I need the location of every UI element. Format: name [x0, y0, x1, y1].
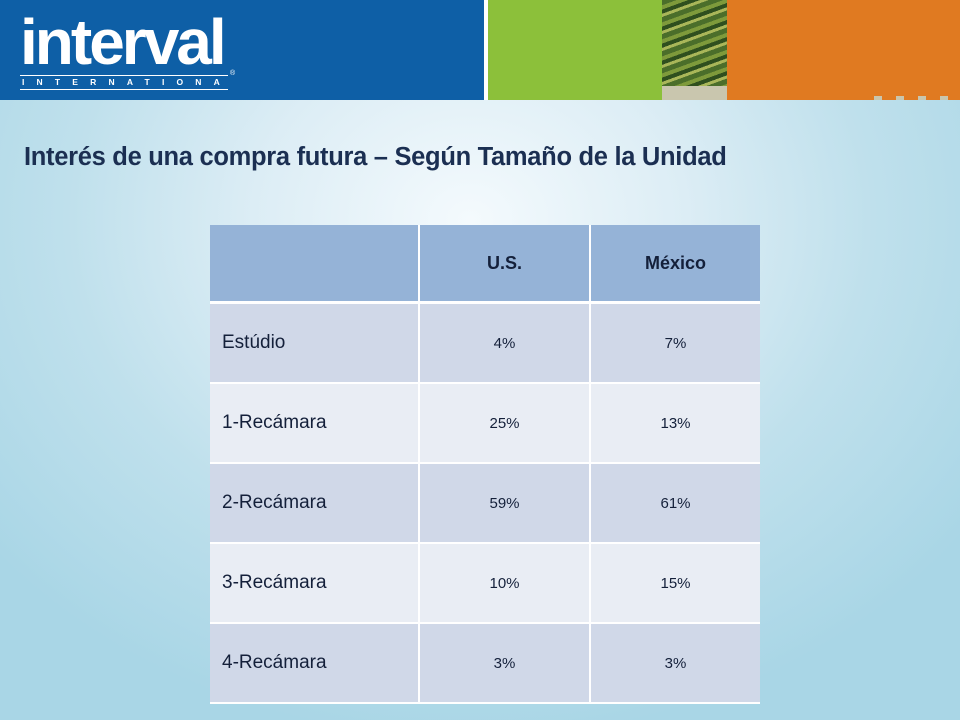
unit-size-table: U.S. México Estúdio 4% 7% 1-Recámara 25%…: [210, 225, 760, 704]
cell-us: 4%: [419, 302, 591, 384]
cell-mexico: 7%: [590, 302, 760, 384]
row-label: Estúdio: [210, 302, 420, 384]
interval-logo: interval INTERNATIONAL ®: [20, 6, 235, 90]
header-orange-decoration: [860, 96, 960, 100]
table-row: 4-Recámara 3% 3%: [210, 623, 760, 704]
row-label: 1-Recámara: [210, 383, 420, 464]
header-cell-us: U.S.: [419, 225, 591, 304]
cell-mexico: 3%: [590, 623, 760, 704]
cell-mexico: 15%: [590, 543, 760, 624]
logo-subtitle: INTERNATIONAL: [20, 75, 228, 90]
header-blue-band: [0, 0, 484, 100]
table-header-row: U.S. México: [210, 225, 760, 304]
row-label: 4-Recámara: [210, 623, 420, 704]
header-cell-empty: [210, 225, 420, 304]
cell-us: 10%: [419, 543, 591, 624]
cell-us: 59%: [419, 463, 591, 544]
table-row: 2-Recámara 59% 61%: [210, 463, 760, 544]
header-photo-strip: [662, 0, 728, 100]
cell-us: 3%: [419, 623, 591, 704]
header-cell-mexico: México: [590, 225, 760, 304]
header-orange-band: [727, 0, 960, 100]
cell-mexico: 13%: [590, 383, 760, 464]
table-row: Estúdio 4% 7%: [210, 302, 760, 384]
row-label: 3-Recámara: [210, 543, 420, 624]
slide-title: Interés de una compra futura – Según Tam…: [24, 143, 727, 171]
table-row: 1-Recámara 25% 13%: [210, 383, 760, 464]
cell-us: 25%: [419, 383, 591, 464]
cell-mexico: 61%: [590, 463, 760, 544]
row-label: 2-Recámara: [210, 463, 420, 544]
logo-registered-mark: ®: [230, 70, 236, 77]
logo-wordmark: interval: [20, 6, 227, 78]
header-banner: interval INTERNATIONAL ®: [0, 0, 960, 100]
table-row: 3-Recámara 10% 15%: [210, 543, 760, 624]
